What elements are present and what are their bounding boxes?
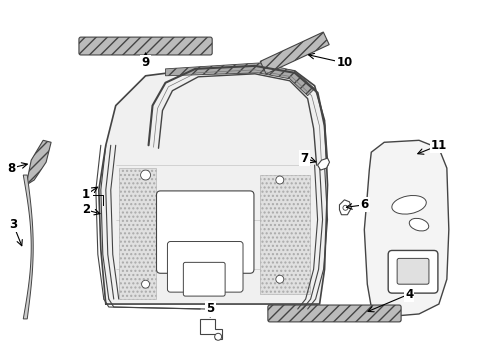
Text: 1: 1	[82, 188, 90, 201]
Circle shape	[141, 170, 150, 180]
Circle shape	[276, 176, 284, 184]
Circle shape	[276, 275, 284, 283]
FancyBboxPatch shape	[156, 191, 254, 273]
FancyBboxPatch shape	[268, 305, 401, 322]
Text: 5: 5	[206, 302, 214, 315]
FancyBboxPatch shape	[397, 258, 429, 284]
FancyBboxPatch shape	[388, 251, 438, 293]
Polygon shape	[23, 175, 33, 319]
FancyBboxPatch shape	[183, 262, 225, 296]
Circle shape	[142, 280, 149, 288]
Polygon shape	[340, 200, 351, 215]
Polygon shape	[119, 168, 155, 299]
Polygon shape	[200, 319, 222, 339]
Polygon shape	[166, 63, 315, 96]
Text: 8: 8	[7, 162, 16, 175]
Ellipse shape	[409, 219, 429, 231]
FancyBboxPatch shape	[79, 37, 212, 55]
Text: 9: 9	[142, 57, 149, 69]
Polygon shape	[260, 32, 329, 74]
Ellipse shape	[392, 195, 426, 214]
Polygon shape	[26, 140, 51, 185]
Polygon shape	[318, 158, 329, 170]
Text: 7: 7	[300, 152, 309, 165]
Text: 4: 4	[405, 288, 413, 301]
Text: 10: 10	[336, 57, 353, 69]
Text: 3: 3	[9, 218, 17, 231]
Circle shape	[215, 333, 221, 340]
Text: 11: 11	[431, 139, 447, 152]
FancyBboxPatch shape	[168, 242, 243, 292]
Circle shape	[343, 205, 348, 210]
Polygon shape	[260, 175, 310, 294]
Text: 2: 2	[82, 203, 90, 216]
Polygon shape	[99, 66, 327, 304]
Text: 6: 6	[360, 198, 368, 211]
Polygon shape	[365, 140, 449, 317]
